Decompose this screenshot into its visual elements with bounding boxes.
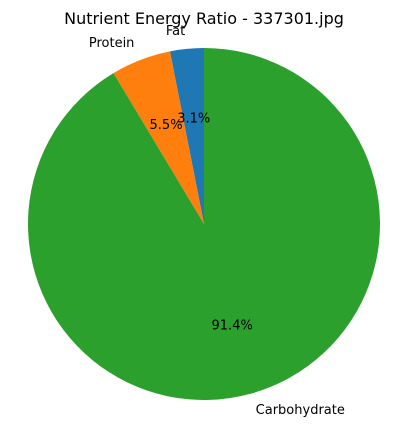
pie-slice-fat bbox=[169, 48, 204, 224]
chart-title: Nutrient Energy Ratio - 337301.jpg bbox=[64, 9, 344, 28]
slice-percent-protein: 5.5% bbox=[150, 118, 183, 133]
pie-slices bbox=[28, 48, 381, 400]
slice-label-fat: Fat bbox=[166, 24, 185, 39]
slice-percent-fat: 3.1% bbox=[177, 111, 210, 126]
pie-slice-carbohydrate bbox=[28, 48, 381, 400]
slice-label-carbohydrate: Carbohydrate bbox=[256, 403, 345, 418]
slice-label-protein: Protein bbox=[89, 36, 135, 51]
pie-labels: Fat 3.1% Protein 5.5% Carbohydrate 91.4% bbox=[89, 24, 345, 418]
pie-slice-protein bbox=[113, 51, 204, 225]
slice-percent-carbohydrate: 91.4% bbox=[212, 318, 253, 333]
